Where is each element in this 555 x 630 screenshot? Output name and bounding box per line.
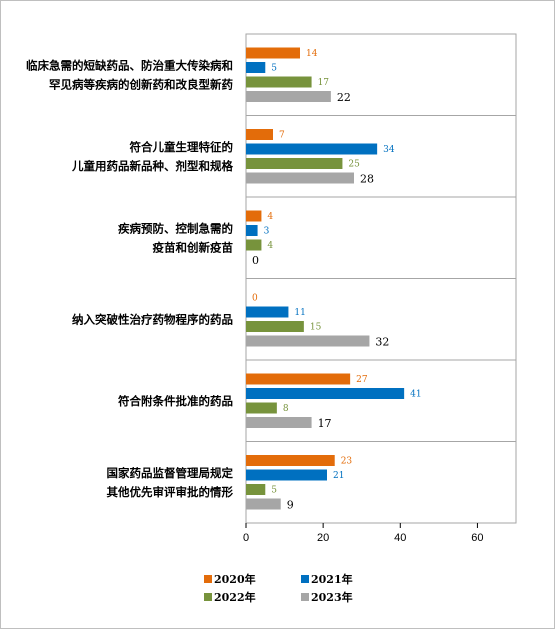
bar: [246, 388, 405, 399]
category-label: 国家药品监督管理局规定: [107, 466, 234, 480]
bar-value-label: 0: [252, 294, 258, 304]
bar-value-label: 34: [383, 145, 395, 155]
bar-value-label: 17: [318, 417, 332, 430]
legend-label: 2021年: [311, 572, 353, 586]
bar-value-label: 27: [356, 375, 368, 385]
bar-value-label: 3: [264, 227, 270, 237]
bar-value-label: 8: [283, 404, 289, 414]
legend-label: 2022年: [214, 590, 256, 604]
bar: [246, 91, 331, 102]
category-label: 符合附条件批准的药品: [118, 394, 233, 408]
bar-value-label: 5: [271, 64, 277, 74]
bar: [246, 417, 312, 428]
bar-value-label: 4: [267, 241, 273, 251]
bar: [246, 484, 266, 495]
bar-value-label: 4: [267, 212, 273, 222]
bar: [246, 373, 351, 385]
bar: [246, 239, 262, 251]
bar-value-label: 7: [279, 131, 285, 141]
bar: [246, 76, 312, 88]
legend-label: 2023年: [311, 590, 353, 604]
legend-swatch: [204, 593, 212, 601]
bar: [246, 129, 273, 140]
bar: [246, 47, 300, 59]
legend-swatch: [301, 593, 309, 601]
x-tick-label: 0: [243, 532, 249, 544]
bar-value-label: 14: [306, 49, 318, 59]
legend-swatch: [204, 575, 212, 583]
bar: [246, 469, 327, 481]
legend-label: 2020年: [214, 572, 256, 586]
x-tick-label: 40: [394, 532, 406, 544]
category-label: 儿童用药品新品种、剂型和规格: [71, 159, 233, 173]
bar-value-label: 0: [252, 254, 259, 267]
category-label: 临床急需的短缺药品、防治重大传染病和: [26, 58, 233, 72]
category-label: 疫苗和创新疫苗: [153, 240, 234, 254]
bar: [246, 402, 277, 414]
bar-value-label: 11: [294, 308, 305, 318]
bar-value-label: 25: [348, 160, 360, 170]
bar-value-label: 28: [360, 173, 374, 186]
bar: [246, 143, 378, 155]
category-label: 罕见病等疾病的创新药和改良型新药: [49, 77, 233, 91]
bar-value-label: 32: [375, 336, 389, 349]
legend-swatch: [301, 575, 309, 583]
bar-value-label: 9: [287, 499, 294, 512]
bar: [246, 210, 262, 222]
category-label: 疾病预防、控制急需的: [118, 221, 233, 235]
bar: [246, 225, 258, 236]
x-tick-label: 60: [471, 532, 483, 544]
bar-value-label: 22: [337, 91, 351, 104]
bar-value-label: 41: [410, 390, 421, 400]
bar: [246, 172, 354, 184]
category-label: 纳入突破性治疗药物程序的药品: [72, 312, 233, 326]
category-label: 其他优先审评审批的情形: [107, 485, 234, 499]
bar: [246, 498, 281, 510]
bar: [246, 306, 289, 318]
bar-value-label: 23: [341, 457, 353, 467]
x-tick-label: 20: [317, 532, 329, 544]
category-label: 符合儿童生理特征的: [130, 140, 234, 154]
bar: [246, 335, 370, 347]
bar-value-label: 5: [271, 486, 277, 496]
bar: [246, 62, 266, 73]
bar: [246, 321, 304, 332]
bar-value-label: 15: [310, 323, 322, 333]
bar-value-label: 21: [333, 471, 344, 481]
bar-value-label: 17: [318, 78, 330, 88]
bar: [246, 455, 335, 466]
bar: [246, 158, 343, 169]
